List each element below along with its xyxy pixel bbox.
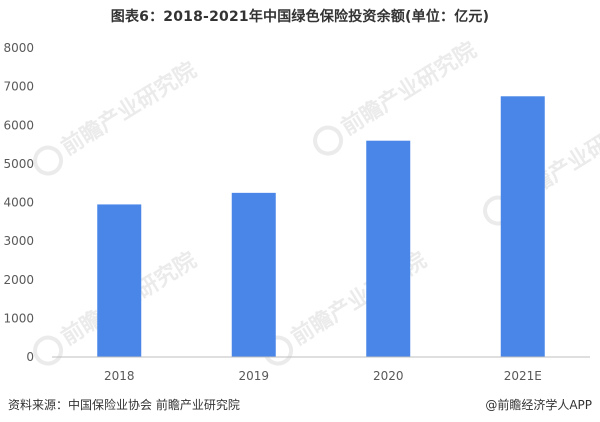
- bar-2020: [366, 140, 411, 357]
- y-tick-label: 5000: [3, 157, 34, 171]
- y-tick-label: 2000: [3, 273, 34, 287]
- y-tick-label: 8000: [3, 41, 34, 55]
- y-tick-label: 6000: [3, 118, 34, 132]
- source-note: 资料来源：中国保险业协会 前瞻产业研究院: [8, 398, 240, 412]
- x-tick-label: 2018: [104, 369, 135, 383]
- credit-label: @前瞻经济学人APP: [485, 398, 592, 412]
- x-tick-label: 2021E: [504, 369, 542, 383]
- bars: [97, 96, 545, 357]
- bar-2021E: [500, 96, 545, 357]
- y-axis: 0 1000 2000 3000 4000 5000 6000 7000 8000: [3, 41, 34, 364]
- chart-title: 图表6：2018-2021年中国绿色保险投资余额(单位：亿元): [110, 9, 490, 25]
- x-tick-label: 2020: [373, 369, 404, 383]
- bar-2018: [97, 204, 142, 357]
- bar-2019: [231, 192, 276, 357]
- y-tick-label: 4000: [3, 196, 34, 210]
- y-tick-label: 7000: [3, 80, 34, 94]
- x-axis: 2018 2019 2020 2021E: [104, 369, 542, 383]
- x-tick-label: 2019: [238, 369, 269, 383]
- y-tick-label: 0: [26, 350, 34, 364]
- y-tick-label: 3000: [3, 234, 34, 248]
- y-tick-label: 1000: [3, 311, 34, 325]
